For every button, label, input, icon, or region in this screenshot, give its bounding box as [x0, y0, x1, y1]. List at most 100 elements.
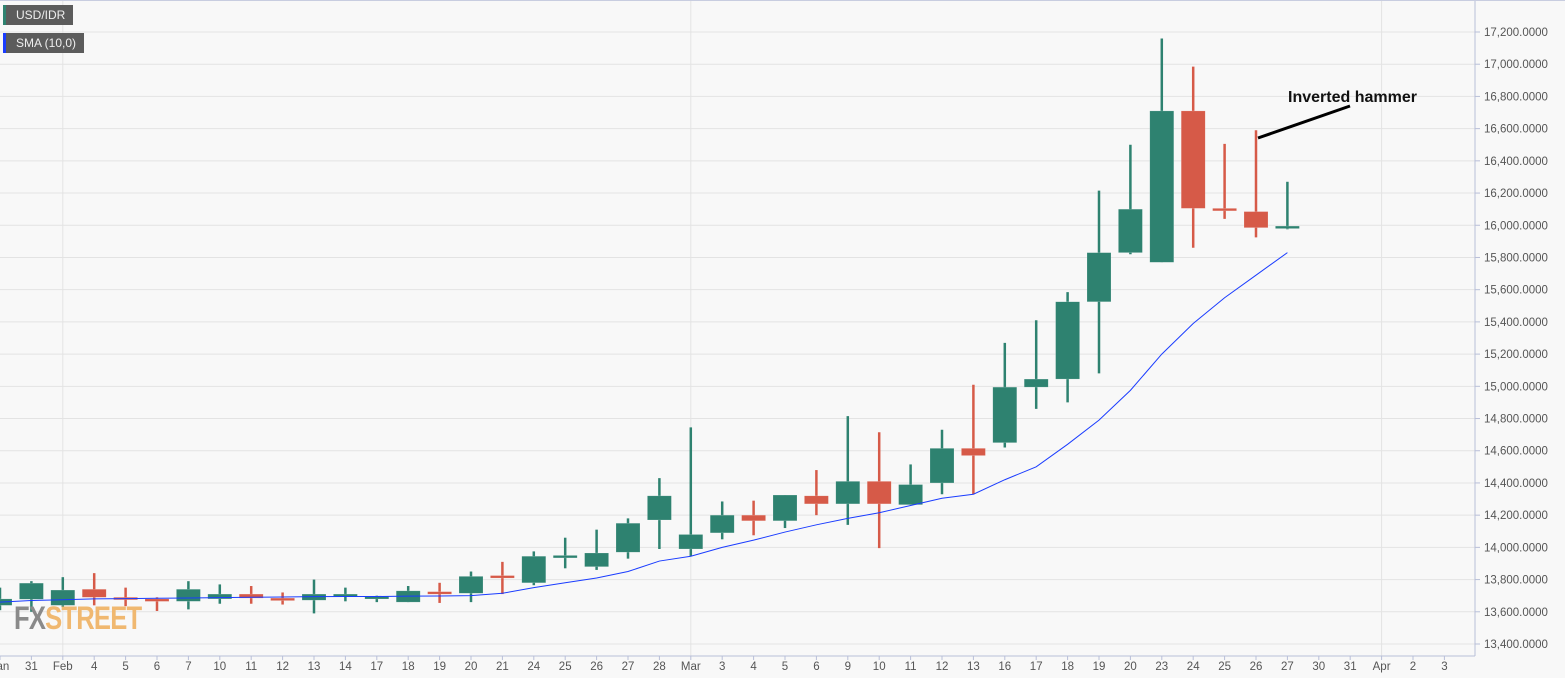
candle-body [1243, 211, 1269, 228]
candle-body [741, 514, 766, 522]
x-tick-label: Feb [53, 661, 73, 673]
x-tick-label: 12 [276, 661, 289, 673]
candle-body [490, 575, 515, 579]
y-tick-label: 14,800.0000 [1484, 414, 1548, 426]
candle-body [866, 481, 892, 505]
x-tick-label: 5 [122, 661, 128, 673]
legend-sma: SMA (10,0) [3, 33, 85, 53]
y-tick-label: 15,600.0000 [1484, 285, 1548, 297]
y-tick-label: 15,200.0000 [1484, 349, 1548, 361]
x-tick-label: 5 [782, 661, 788, 673]
x-tick-label: 24 [1187, 661, 1200, 673]
candle-body [804, 495, 829, 505]
sma-line [0, 252, 1288, 603]
y-tick-label: 16,600.0000 [1484, 124, 1548, 136]
y-tick-label: 16,200.0000 [1484, 188, 1548, 200]
x-tick-label: 27 [622, 661, 635, 673]
y-tick-label: 14,200.0000 [1484, 510, 1548, 522]
x-tick-label: 6 [813, 661, 819, 673]
annotation-label: Inverted hammer [1288, 89, 1417, 106]
y-tick-label: 13,800.0000 [1484, 575, 1548, 587]
y-tick-label: 17,000.0000 [1484, 59, 1548, 71]
y-tick-label: 16,800.0000 [1484, 91, 1548, 103]
candle-body [647, 495, 672, 521]
x-tick-label: 28 [653, 661, 666, 673]
x-tick-label: 12 [936, 661, 949, 673]
y-tick-label: 15,000.0000 [1484, 381, 1548, 393]
fxstreet-watermark: FXSTREET [14, 600, 142, 637]
x-tick-label: 3 [1441, 661, 1447, 673]
candle-body [50, 589, 76, 606]
y-tick-label: 17,200.0000 [1484, 27, 1548, 39]
x-tick-label: 20 [1124, 661, 1137, 673]
x-tick-label: 4 [750, 661, 757, 673]
candle-body [678, 534, 704, 550]
candle-body [772, 494, 798, 522]
candle-body [81, 588, 107, 598]
x-tick-label: Apr [1373, 661, 1391, 673]
annotation-pointer [1257, 104, 1351, 140]
x-tick-label: 19 [433, 661, 446, 673]
x-tick-label: 24 [527, 661, 540, 673]
x-tick-label: 25 [1218, 661, 1231, 673]
x-tick-label: 26 [590, 661, 603, 673]
candle-body [19, 582, 44, 600]
y-tick-label: 13,600.0000 [1484, 607, 1548, 619]
x-tick-label: 11 [905, 661, 917, 673]
x-tick-label: 26 [1250, 661, 1263, 673]
x-tick-label: 31 [25, 661, 38, 673]
candle-body [552, 555, 578, 559]
x-tick-label: 13 [308, 661, 321, 673]
x-tick-label: 23 [1155, 661, 1168, 673]
y-tick-label: 15,400.0000 [1484, 317, 1548, 329]
x-tick-label: 2 [1410, 661, 1416, 673]
watermark-street: STREET [45, 600, 142, 636]
candle-body [898, 484, 923, 505]
candle-body [427, 591, 452, 595]
y-tick-label: 16,400.0000 [1484, 156, 1548, 168]
x-tick-label: 4 [91, 661, 98, 673]
y-tick-label: 14,600.0000 [1484, 446, 1548, 458]
watermark-fx: FX [14, 600, 46, 636]
x-tick-label: 11 [245, 661, 257, 673]
y-tick-label: 16,000.0000 [1484, 220, 1548, 232]
candle-body [270, 597, 295, 601]
x-tick-label: 30 [1312, 661, 1325, 673]
x-tick-label: 10 [873, 661, 886, 673]
y-tick-label: 13,400.0000 [1484, 639, 1548, 651]
candle-body [584, 552, 609, 567]
x-tick-label: 17 [1030, 661, 1043, 673]
candle-body [1275, 225, 1300, 229]
x-tick-label: 27 [1281, 661, 1294, 673]
x-tick-label: Mar [681, 661, 701, 673]
y-tick-label: 14,400.0000 [1484, 478, 1548, 490]
candle-body [992, 386, 1018, 443]
x-tick-label: 13 [967, 661, 980, 673]
x-tick-label: 9 [845, 661, 851, 673]
candle-body [1055, 301, 1080, 380]
candle-body [615, 522, 641, 553]
candle-body [144, 598, 170, 602]
candle-body [961, 448, 986, 456]
candle-body [929, 448, 955, 484]
candle-body [1118, 208, 1143, 253]
candle-body [709, 514, 735, 534]
x-tick-label: Jan [0, 661, 9, 673]
candle-body [1180, 110, 1206, 209]
candle-body [1149, 110, 1175, 263]
y-tick-label: 14,000.0000 [1484, 542, 1548, 554]
x-tick-label: 25 [559, 661, 572, 673]
x-tick-label: 31 [1344, 661, 1357, 673]
candle-body [458, 576, 484, 594]
candle-body [521, 555, 547, 584]
candle-body [1086, 252, 1112, 303]
candle-body [207, 593, 233, 600]
x-tick-label: 14 [339, 661, 352, 673]
candle-body [176, 588, 201, 602]
x-tick-label: 7 [185, 661, 191, 673]
x-tick-label: 20 [465, 661, 478, 673]
x-tick-label: 19 [1093, 661, 1106, 673]
candle-body [238, 593, 264, 599]
candle-body [1212, 208, 1237, 212]
